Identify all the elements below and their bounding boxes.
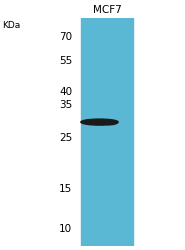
Text: KDa: KDa [2,21,20,30]
Ellipse shape [103,121,117,125]
Text: 55: 55 [59,56,72,66]
Text: 40: 40 [59,87,72,97]
Text: MCF7: MCF7 [93,5,122,15]
Text: 15: 15 [59,184,72,194]
Text: 25: 25 [59,134,72,143]
Text: 10: 10 [59,224,72,234]
Ellipse shape [81,119,118,125]
Text: 35: 35 [59,100,72,110]
Text: 70: 70 [59,32,72,42]
